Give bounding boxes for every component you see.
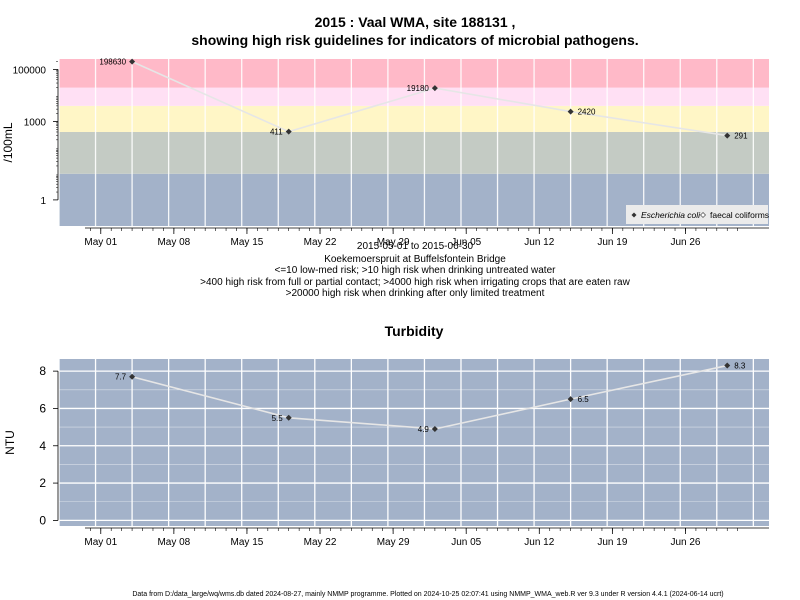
data-label: 7.7 <box>115 373 127 382</box>
data-label: 5.5 <box>272 414 284 423</box>
data-point <box>129 373 136 380</box>
data-point <box>567 108 574 115</box>
x-tick-label: May 15 <box>231 237 264 248</box>
data-label: 6.5 <box>578 395 590 404</box>
y-tick-label: 0 <box>39 513 46 527</box>
microbial-panel: 198630 411 19180 2420 291 1 1000 100000 May 01… <box>1 58 769 248</box>
y-tick-label: 6 <box>39 401 46 415</box>
microbial-grid <box>58 59 754 226</box>
x-tick-label: May 15 <box>231 537 264 548</box>
turbidity-data-labels: 7.7 5.5 4.9 6.5 8.3 <box>115 362 746 434</box>
turbidity-title: Turbidity <box>385 323 444 339</box>
guideline-band-4 <box>59 59 769 88</box>
subtitle-guideline-2: >400 high risk from full or partial cont… <box>200 277 630 288</box>
turbidity-grid <box>58 359 769 526</box>
x-tick-label: Jun 05 <box>451 537 481 548</box>
turbidity-x-axis: May 01 May 08 May 15 May 22 May 29 Jun 05 Jun … <box>84 527 769 548</box>
chart-title-line-1: 2015 : Vaal WMA, site 188131 , <box>315 14 516 30</box>
x-tick-label: Jun 19 <box>597 237 627 248</box>
x-tick-label: May 22 <box>304 537 337 548</box>
subtitle-guideline-3: >20000 high risk when drinking after onl… <box>286 288 545 299</box>
chart-title-line-2: showing high risk guidelines for indicat… <box>191 32 638 48</box>
data-point <box>129 58 136 65</box>
x-tick-label: Jun 12 <box>524 537 554 548</box>
legend-box <box>626 205 768 224</box>
x-tick-label: Jun 05 <box>451 237 481 248</box>
data-point <box>431 425 438 432</box>
turbidity-y-axis-label: NTU <box>3 430 17 455</box>
legend-faecal-coliforms-marker <box>700 212 706 218</box>
x-tick-label: May 08 <box>157 537 190 548</box>
microbial-legend: Escherichia coli faecal coliforms <box>626 205 769 224</box>
x-tick-label: May 29 <box>377 237 410 248</box>
turbidity-panel: 7.7 5.5 4.9 6.5 8.3 0 2 4 6 8 May 01 May 08 May 15… <box>3 359 769 548</box>
data-label: 8.3 <box>734 362 746 371</box>
subtitle-guideline-1: <=10 low-med risk; >10 high risk when dr… <box>275 265 557 276</box>
x-tick-label: Jun 12 <box>524 237 554 248</box>
data-label: 19180 <box>407 84 430 93</box>
data-label: 2420 <box>578 108 596 117</box>
footer-note: Data from D:/data_large/wq/wms.db dated … <box>132 591 723 598</box>
legend-ecoli-marker <box>631 212 637 218</box>
data-label: 291 <box>734 132 748 141</box>
y-tick-label: 8 <box>39 364 46 378</box>
y-tick-label: 1000 <box>24 118 47 129</box>
ecoli-data-labels: 198630 411 19180 2420 291 <box>99 58 748 141</box>
x-tick-label: May 22 <box>304 237 337 248</box>
guideline-band-1 <box>59 131 769 174</box>
x-tick-label: May 29 <box>377 537 410 548</box>
y-tick-label: 100000 <box>13 65 47 76</box>
data-point <box>431 85 438 92</box>
chart-subtitle: 2015-05-01 to 2015-06-30 Koekemoerspruit… <box>200 241 630 299</box>
y-tick-label: 2 <box>39 476 46 490</box>
microbial-x-axis: May 01 May 08 May 15 May 22 May 29 Jun 05 Jun … <box>84 227 769 248</box>
x-tick-label: Jun 19 <box>597 537 627 548</box>
guideline-band-3 <box>59 87 769 106</box>
y-tick-label: 4 <box>39 439 46 453</box>
microbial-y-axis: 1 1000 100000 <box>13 61 59 207</box>
y-tick-label: 1 <box>40 196 46 207</box>
data-point <box>724 362 731 369</box>
x-tick-label: May 08 <box>157 237 190 248</box>
microbial-y-axis-label: /100mL <box>1 122 15 162</box>
ecoli-series-points <box>129 58 731 139</box>
x-tick-label: Jun 26 <box>670 237 700 248</box>
x-tick-label: May 01 <box>84 537 117 548</box>
plot-background <box>59 359 769 526</box>
turbidity-background <box>59 359 769 526</box>
legend-ecoli-label: Escherichia coli <box>641 210 701 220</box>
legend-faecal-coliforms-label: faecal coliforms <box>710 210 769 220</box>
data-label: 411 <box>270 128 283 137</box>
guideline-bands <box>59 59 769 226</box>
data-label: 4.9 <box>418 425 430 434</box>
subtitle-site-name: Koekemoerspruit at Buffelsfontein Bridge <box>324 254 506 265</box>
turbidity-series-points <box>129 362 731 432</box>
data-point <box>567 396 574 403</box>
guideline-band-2 <box>59 105 769 132</box>
turbidity-y-axis: 0 2 4 6 8 <box>39 364 59 527</box>
x-tick-label: May 01 <box>84 237 117 248</box>
data-point <box>285 128 292 135</box>
x-tick-label: Jun 26 <box>670 537 700 548</box>
data-point <box>724 132 731 139</box>
subtitle-date-range: 2015-05-01 to 2015-06-30 <box>357 241 474 252</box>
data-point <box>285 414 292 421</box>
data-label: 198630 <box>99 58 126 67</box>
